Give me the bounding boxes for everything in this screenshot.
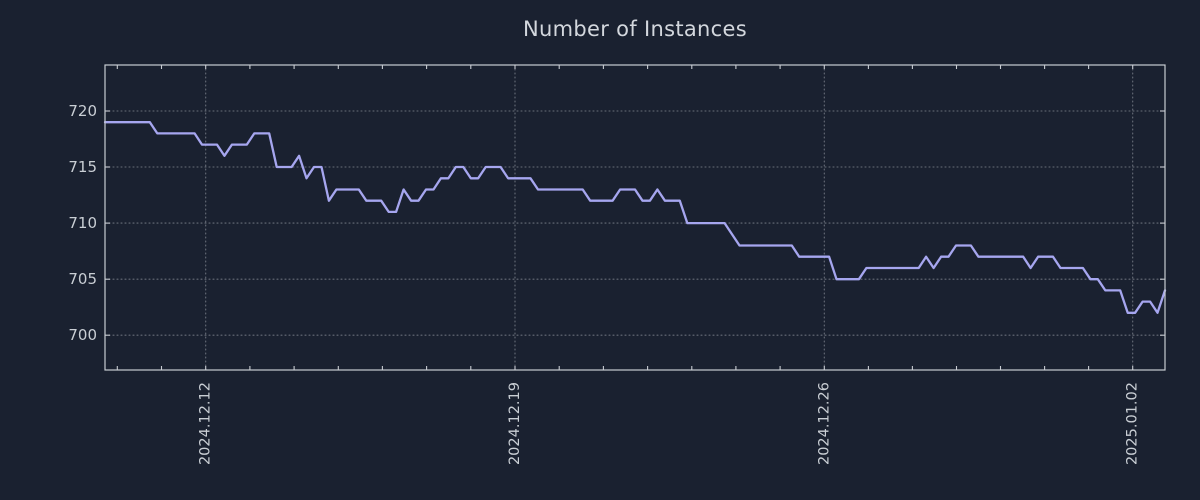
series-line [103, 121, 1167, 314]
x-tick-label: 2024.12.12 [198, 382, 214, 465]
y-tick-label: 705 [68, 270, 97, 288]
y-tick-label: 710 [68, 214, 97, 232]
x-tick-label: 2024.12.26 [816, 382, 832, 465]
chart-title: Number of Instances [523, 17, 747, 41]
x-tick-label: 2024.12.19 [507, 382, 523, 465]
plot-border [104, 64, 1166, 371]
y-tick-label: 715 [68, 158, 97, 176]
y-tick-label: 700 [68, 326, 97, 344]
y-tick-label: 720 [68, 102, 97, 120]
x-tick-label: 2025.01.02 [1125, 382, 1141, 465]
